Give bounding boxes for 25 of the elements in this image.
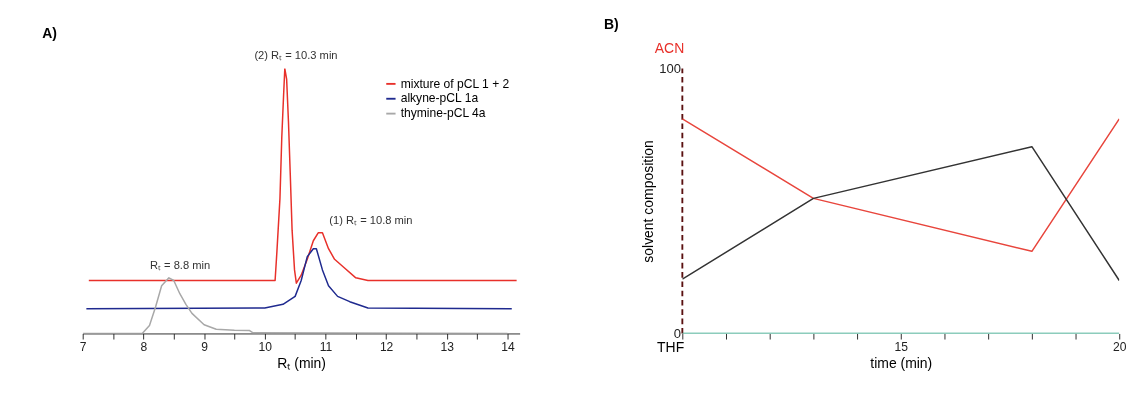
x-tick-label: 9 xyxy=(201,339,209,354)
x-tick-label: 13 xyxy=(440,339,455,354)
annotation: (2) Rₜ = 10.3 min xyxy=(254,49,338,62)
x-tick-label: 20 xyxy=(1113,339,1127,354)
y-tick-label: 100 xyxy=(659,60,681,76)
chart-title: B) xyxy=(603,16,619,33)
annotation: (1) Rₜ = 10.8 min xyxy=(329,213,413,226)
y-axis-title: solvent composition xyxy=(639,140,656,263)
x-tick-label: 12 xyxy=(379,339,394,354)
x-tick-label: 10 xyxy=(258,339,273,354)
text: THF xyxy=(657,339,685,356)
x-axis-title: time (min) xyxy=(870,355,933,372)
x-tick-label: 14 xyxy=(501,339,515,354)
legend-label: thymine-pCL 4a xyxy=(400,106,486,121)
legend-label: mixture of pCL 1 + 2 xyxy=(400,76,510,91)
text: ACN xyxy=(654,39,685,56)
x-tick-label: 7 xyxy=(79,339,87,354)
x-tick-label: 8 xyxy=(140,339,148,354)
y-tick-label: 0 xyxy=(673,325,681,341)
legend-label: alkyne-pCL 1a xyxy=(400,91,479,106)
annotation: Rₜ = 8.8 min xyxy=(149,258,211,271)
x-tick-label: 11 xyxy=(319,339,333,354)
x-axis-title: Rₜ (min) xyxy=(277,355,327,372)
chart-title: A) xyxy=(42,24,57,41)
x-tick-label: 15 xyxy=(894,339,909,354)
